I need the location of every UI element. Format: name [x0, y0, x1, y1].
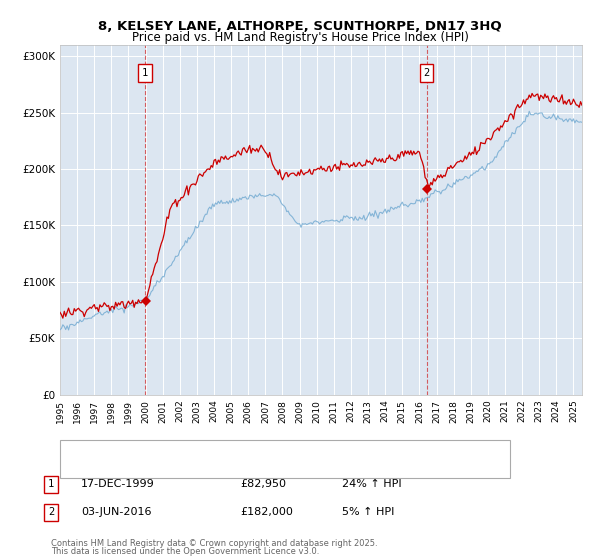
- Text: Price paid vs. HM Land Registry's House Price Index (HPI): Price paid vs. HM Land Registry's House …: [131, 31, 469, 44]
- Text: HPI: Average price, detached house, North Lincolnshire: HPI: Average price, detached house, Nort…: [105, 463, 375, 473]
- Text: 1: 1: [142, 68, 148, 78]
- Text: This data is licensed under the Open Government Licence v3.0.: This data is licensed under the Open Gov…: [51, 547, 319, 556]
- Text: 2: 2: [424, 68, 430, 78]
- Text: 1: 1: [48, 479, 54, 489]
- Text: 2: 2: [48, 507, 54, 517]
- Text: £182,000: £182,000: [240, 507, 293, 517]
- Text: 8, KELSEY LANE, ALTHORPE, SCUNTHORPE, DN17 3HQ (detached house): 8, KELSEY LANE, ALTHORPE, SCUNTHORPE, DN…: [105, 445, 460, 455]
- Text: 03-JUN-2016: 03-JUN-2016: [81, 507, 151, 517]
- Text: 17-DEC-1999: 17-DEC-1999: [81, 479, 155, 489]
- Text: £82,950: £82,950: [240, 479, 286, 489]
- Text: 8, KELSEY LANE, ALTHORPE, SCUNTHORPE, DN17 3HQ: 8, KELSEY LANE, ALTHORPE, SCUNTHORPE, DN…: [98, 20, 502, 32]
- Text: 24% ↑ HPI: 24% ↑ HPI: [342, 479, 401, 489]
- Text: Contains HM Land Registry data © Crown copyright and database right 2025.: Contains HM Land Registry data © Crown c…: [51, 539, 377, 548]
- Text: 5% ↑ HPI: 5% ↑ HPI: [342, 507, 394, 517]
